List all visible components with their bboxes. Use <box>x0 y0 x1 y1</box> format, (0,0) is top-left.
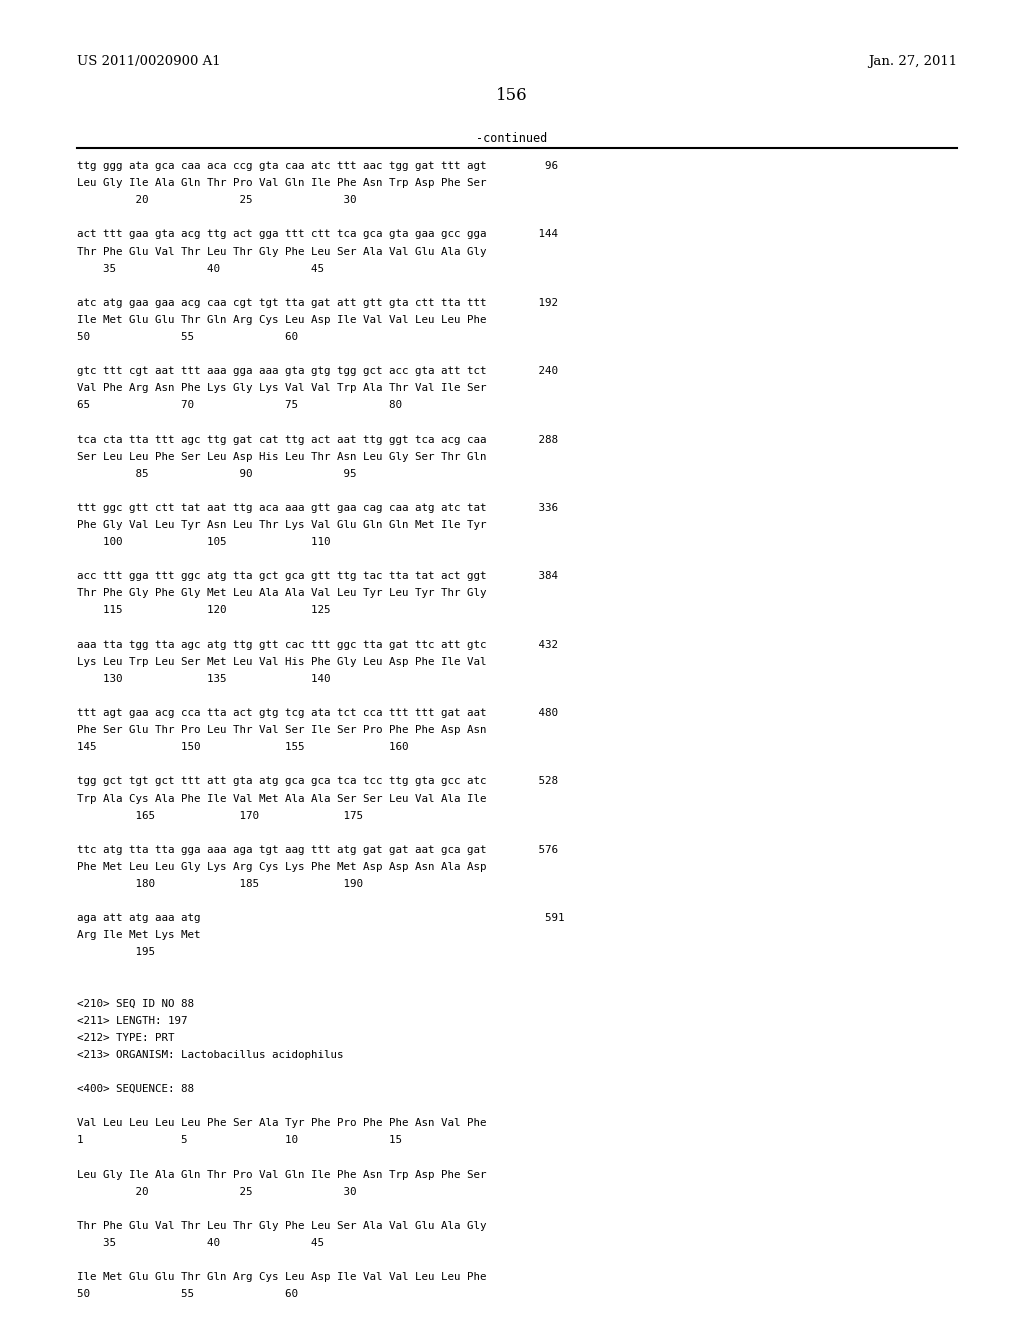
Text: 1               5               10              15: 1 5 10 15 <box>77 1135 401 1146</box>
Text: Ser Leu Leu Phe Ser Leu Asp His Leu Thr Asn Leu Gly Ser Thr Gln: Ser Leu Leu Phe Ser Leu Asp His Leu Thr … <box>77 451 486 462</box>
Text: atc atg gaa gaa acg caa cgt tgt tta gat att gtt gta ctt tta ttt        192: atc atg gaa gaa acg caa cgt tgt tta gat … <box>77 298 558 308</box>
Text: 195: 195 <box>77 948 155 957</box>
Text: acc ttt gga ttt ggc atg tta gct gca gtt ttg tac tta tat act ggt        384: acc ttt gga ttt ggc atg tta gct gca gtt … <box>77 572 558 581</box>
Text: Phe Ser Glu Thr Pro Leu Thr Val Ser Ile Ser Pro Phe Phe Asp Asn: Phe Ser Glu Thr Pro Leu Thr Val Ser Ile … <box>77 725 486 735</box>
Text: 165             170             175: 165 170 175 <box>77 810 362 821</box>
Text: 130             135             140: 130 135 140 <box>77 673 331 684</box>
Text: aga att atg aaa atg                                                     591: aga att atg aaa atg 591 <box>77 913 564 923</box>
Text: 20              25              30: 20 25 30 <box>77 195 356 205</box>
Text: ttg ggg ata gca caa aca ccg gta caa atc ttt aac tgg gat ttt agt         96: ttg ggg ata gca caa aca ccg gta caa atc … <box>77 161 558 172</box>
Text: Thr Phe Glu Val Thr Leu Thr Gly Phe Leu Ser Ala Val Glu Ala Gly: Thr Phe Glu Val Thr Leu Thr Gly Phe Leu … <box>77 1221 486 1230</box>
Text: Val Leu Leu Leu Leu Phe Ser Ala Tyr Phe Pro Phe Phe Asn Val Phe: Val Leu Leu Leu Leu Phe Ser Ala Tyr Phe … <box>77 1118 486 1129</box>
Text: tgg gct tgt gct ttt att gta atg gca gca tca tcc ttg gta gcc atc        528: tgg gct tgt gct ttt att gta atg gca gca … <box>77 776 558 787</box>
Text: 145             150             155             160: 145 150 155 160 <box>77 742 409 752</box>
Text: Trp Ala Cys Ala Phe Ile Val Met Ala Ala Ser Ser Leu Val Ala Ile: Trp Ala Cys Ala Phe Ile Val Met Ala Ala … <box>77 793 486 804</box>
Text: <213> ORGANISM: Lactobacillus acidophilus: <213> ORGANISM: Lactobacillus acidophilu… <box>77 1049 343 1060</box>
Text: 100             105             110: 100 105 110 <box>77 537 331 546</box>
Text: Lys Leu Trp Leu Ser Met Leu Val His Phe Gly Leu Asp Phe Ile Val: Lys Leu Trp Leu Ser Met Leu Val His Phe … <box>77 657 486 667</box>
Text: Val Phe Arg Asn Phe Lys Gly Lys Val Val Trp Ala Thr Val Ile Ser: Val Phe Arg Asn Phe Lys Gly Lys Val Val … <box>77 383 486 393</box>
Text: tca cta tta ttt agc ttg gat cat ttg act aat ttg ggt tca acg caa        288: tca cta tta ttt agc ttg gat cat ttg act … <box>77 434 558 445</box>
Text: Thr Phe Glu Val Thr Leu Thr Gly Phe Leu Ser Ala Val Glu Ala Gly: Thr Phe Glu Val Thr Leu Thr Gly Phe Leu … <box>77 247 486 256</box>
Text: Thr Phe Gly Phe Gly Met Leu Ala Ala Val Leu Tyr Leu Tyr Thr Gly: Thr Phe Gly Phe Gly Met Leu Ala Ala Val … <box>77 589 486 598</box>
Text: US 2011/0020900 A1: US 2011/0020900 A1 <box>77 55 220 69</box>
Text: <400> SEQUENCE: 88: <400> SEQUENCE: 88 <box>77 1084 194 1094</box>
Text: Arg Ile Met Lys Met: Arg Ile Met Lys Met <box>77 931 201 940</box>
Text: Phe Gly Val Leu Tyr Asn Leu Thr Lys Val Glu Gln Gln Met Ile Tyr: Phe Gly Val Leu Tyr Asn Leu Thr Lys Val … <box>77 520 486 531</box>
Text: gtc ttt cgt aat ttt aaa gga aaa gta gtg tgg gct acc gta att tct        240: gtc ttt cgt aat ttt aaa gga aaa gta gtg … <box>77 366 558 376</box>
Text: Leu Gly Ile Ala Gln Thr Pro Val Gln Ile Phe Asn Trp Asp Phe Ser: Leu Gly Ile Ala Gln Thr Pro Val Gln Ile … <box>77 1170 486 1180</box>
Text: <210> SEQ ID NO 88: <210> SEQ ID NO 88 <box>77 999 194 1008</box>
Text: 35              40              45: 35 40 45 <box>77 264 324 273</box>
Text: 50              55              60: 50 55 60 <box>77 333 298 342</box>
Text: Leu Gly Ile Ala Gln Thr Pro Val Gln Ile Phe Asn Trp Asp Phe Ser: Leu Gly Ile Ala Gln Thr Pro Val Gln Ile … <box>77 178 486 189</box>
Text: act ttt gaa gta acg ttg act gga ttt ctt tca gca gta gaa gcc gga        144: act ttt gaa gta acg ttg act gga ttt ctt … <box>77 230 558 239</box>
Text: 115             120             125: 115 120 125 <box>77 606 331 615</box>
Text: aaa tta tgg tta agc atg ttg gtt cac ttt ggc tta gat ttc att gtc        432: aaa tta tgg tta agc atg ttg gtt cac ttt … <box>77 640 558 649</box>
Text: 180             185             190: 180 185 190 <box>77 879 362 888</box>
Text: -continued: -continued <box>476 132 548 145</box>
Text: ttc atg tta tta gga aaa aga tgt aag ttt atg gat gat aat gca gat        576: ttc atg tta tta gga aaa aga tgt aag ttt … <box>77 845 558 855</box>
Text: <212> TYPE: PRT: <212> TYPE: PRT <box>77 1032 174 1043</box>
Text: 65              70              75              80: 65 70 75 80 <box>77 400 401 411</box>
Text: <211> LENGTH: 197: <211> LENGTH: 197 <box>77 1016 187 1026</box>
Text: Phe Met Leu Leu Gly Lys Arg Cys Lys Phe Met Asp Asp Asn Ala Asp: Phe Met Leu Leu Gly Lys Arg Cys Lys Phe … <box>77 862 486 873</box>
Text: 85              90              95: 85 90 95 <box>77 469 356 479</box>
Text: Ile Met Glu Glu Thr Gln Arg Cys Leu Asp Ile Val Val Leu Leu Phe: Ile Met Glu Glu Thr Gln Arg Cys Leu Asp … <box>77 1272 486 1282</box>
Text: 35              40              45: 35 40 45 <box>77 1238 324 1247</box>
Text: 156: 156 <box>497 87 527 104</box>
Text: Ile Met Glu Glu Thr Gln Arg Cys Leu Asp Ile Val Val Leu Leu Phe: Ile Met Glu Glu Thr Gln Arg Cys Leu Asp … <box>77 315 486 325</box>
Text: ttt ggc gtt ctt tat aat ttg aca aaa gtt gaa cag caa atg atc tat        336: ttt ggc gtt ctt tat aat ttg aca aaa gtt … <box>77 503 558 513</box>
Text: 50              55              60: 50 55 60 <box>77 1290 298 1299</box>
Text: Jan. 27, 2011: Jan. 27, 2011 <box>868 55 957 69</box>
Text: 20              25              30: 20 25 30 <box>77 1187 356 1197</box>
Text: ttt agt gaa acg cca tta act gtg tcg ata tct cca ttt ttt gat aat        480: ttt agt gaa acg cca tta act gtg tcg ata … <box>77 708 558 718</box>
